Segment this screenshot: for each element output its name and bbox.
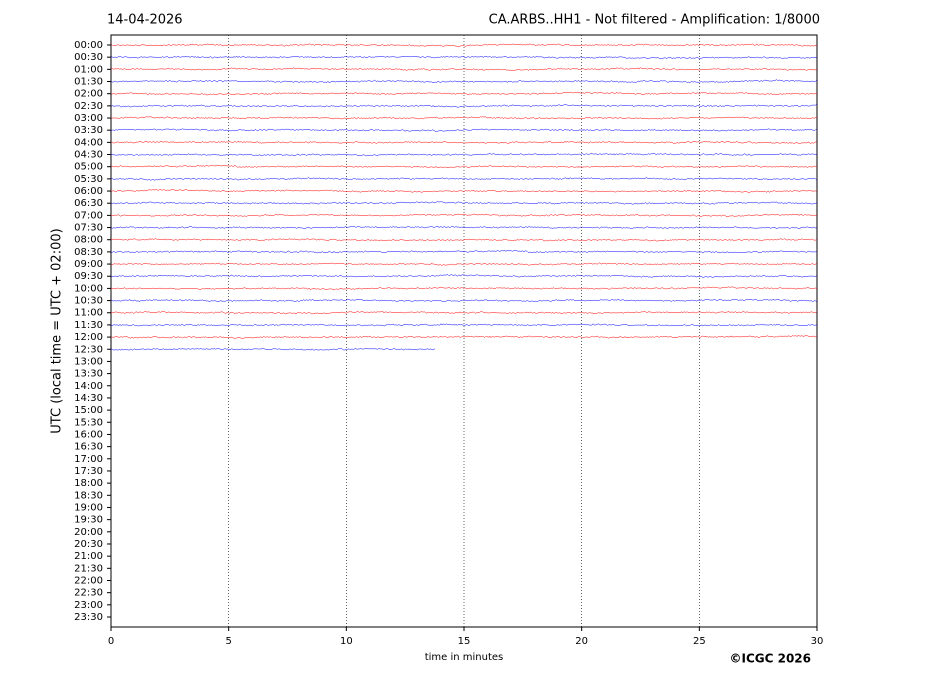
y-tick-label: 11:00 [74,308,103,319]
y-tick-label: 01:30 [74,77,103,88]
trace [110,225,818,230]
x-tick-label: 0 [108,636,114,647]
trace [110,91,818,96]
y-tick-label: 09:30 [74,271,103,282]
y-tick-label: 06:30 [74,198,103,209]
y-tick-label: 01:00 [74,64,103,75]
y-tick-label: 10:00 [74,283,103,294]
trace [110,347,436,351]
y-tick-label: 20:30 [74,539,103,550]
y-tick-label: 10:30 [74,296,103,307]
trace [110,140,818,144]
y-tick-label: 08:30 [74,247,103,258]
y-tick-label: 19:30 [74,515,103,526]
y-tick-label: 21:30 [74,563,103,574]
trace [110,55,818,60]
y-tick-label: 17:00 [74,454,103,465]
y-tick-label: 05:30 [74,174,103,185]
y-tick-label: 04:30 [74,150,103,161]
y-tick-label: 18:30 [74,490,103,501]
trace [110,323,818,327]
copyright: ©ICGC 2026 [729,652,811,666]
y-axis-title: UTC (local time = UTC + 02:00) [50,228,65,433]
y-tick-label: 13:30 [74,369,103,380]
y-tick-label: 07:00 [74,210,103,221]
x-tick-label: 5 [225,636,231,647]
trace [110,286,818,291]
y-tick-label: 02:00 [74,89,103,100]
y-tick-label: 11:30 [74,320,103,331]
trace [110,201,818,205]
trace [110,104,818,108]
y-tick-label: 14:00 [74,381,103,392]
x-tick-label: 30 [811,636,824,647]
x-axis-title: time in minutes [425,652,504,663]
y-tick-label: 23:30 [74,612,103,623]
y-tick-label: 13:00 [74,356,103,367]
y-tick-label: 15:30 [74,417,103,428]
trace [110,249,818,254]
y-tick-label: 16:30 [74,442,103,453]
x-tick-label: 15 [458,636,471,647]
x-tick-label: 25 [693,636,706,647]
y-tick-label: 16:00 [74,429,103,440]
trace [110,128,818,132]
y-tick-label: 00:00 [74,40,103,51]
y-tick-label: 21:00 [74,551,103,562]
trace [110,274,817,278]
y-tick-label: 22:30 [74,588,103,599]
chart-title: CA.ARBS..HH1 - Not filtered - Amplificat… [489,13,820,28]
y-tick-label: 15:00 [74,405,103,416]
trace [110,67,818,71]
trace [110,43,818,47]
x-tick-label: 10 [340,636,353,647]
y-tick-label: 07:30 [74,223,103,234]
y-tick-label: 02:30 [74,101,103,112]
y-tick-label: 08:00 [74,235,103,246]
y-tick-label: 14:30 [74,393,103,404]
trace [110,213,818,217]
y-tick-label: 17:30 [74,466,103,477]
y-tick-label: 18:00 [74,478,103,489]
y-tick-label: 03:00 [74,113,103,124]
trace [110,310,818,315]
trace [110,177,818,181]
trace [110,164,818,169]
y-tick-label: 05:00 [74,162,103,173]
y-tick-label: 12:00 [74,332,103,343]
plot-frame [110,34,818,628]
y-tick-label: 12:30 [74,344,103,355]
y-tick-label: 06:00 [74,186,103,197]
y-tick-label: 22:00 [74,575,103,586]
y-tick-label: 23:00 [74,600,103,611]
trace [110,298,818,303]
trace [110,116,818,120]
date: 14-04-2026 [107,13,183,28]
y-tick-label: 20:00 [74,527,103,538]
y-tick-label: 09:00 [74,259,103,270]
trace [110,262,818,266]
y-tick-label: 00:30 [74,52,103,63]
trace [110,237,818,242]
trace [110,79,818,84]
trace [110,152,818,157]
trace [110,335,818,339]
y-tick-label: 03:30 [74,125,103,136]
x-tick-label: 20 [575,636,588,647]
trace [110,189,818,193]
y-tick-label: 19:00 [74,502,103,513]
y-tick-label: 04:00 [74,137,103,148]
